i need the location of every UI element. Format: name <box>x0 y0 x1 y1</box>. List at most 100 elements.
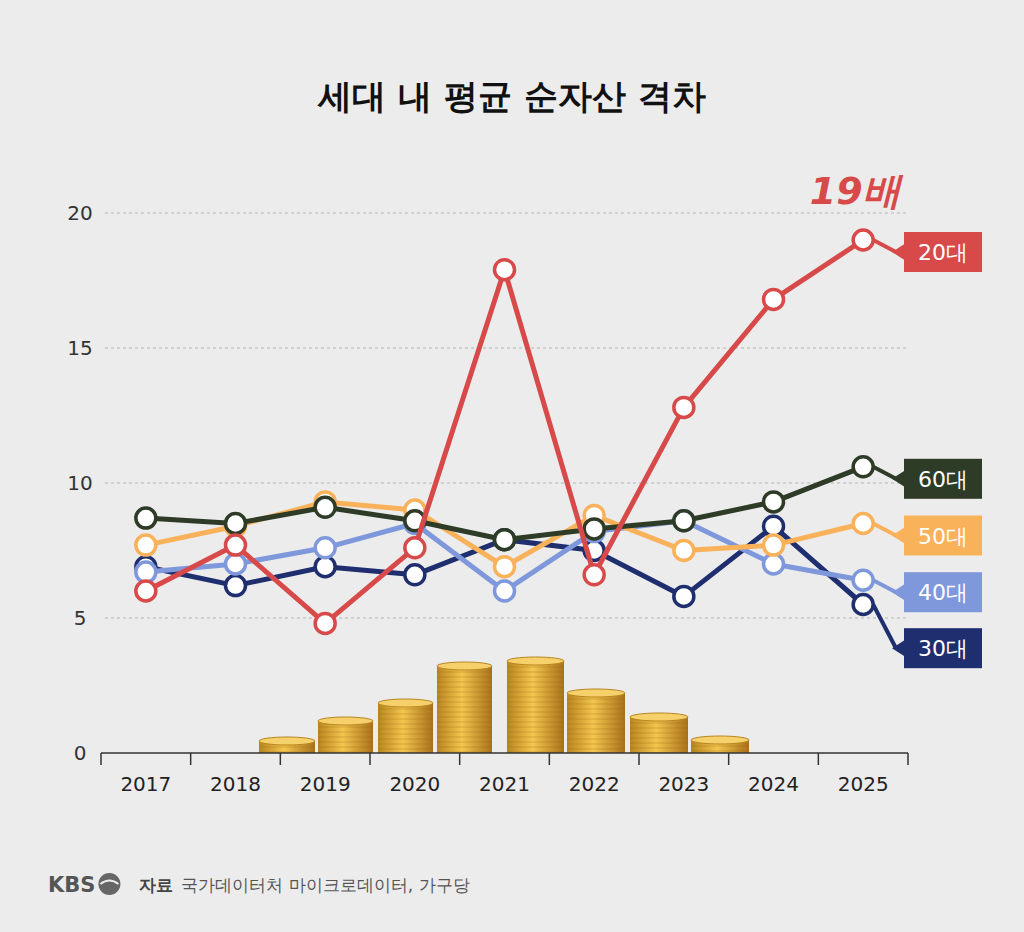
coin-edge <box>318 727 373 728</box>
y-tick-label: 20 <box>67 201 92 225</box>
coin-stack <box>378 699 433 753</box>
grid-line <box>105 618 908 619</box>
grid-line <box>105 348 908 349</box>
marker <box>853 570 873 590</box>
coin-top <box>259 737 315 745</box>
marker <box>853 230 873 250</box>
coin-edge <box>507 732 564 733</box>
coin-edge <box>630 748 688 749</box>
coin-top <box>630 713 688 721</box>
x-tick <box>459 753 461 765</box>
end-label: 30대 <box>873 605 982 669</box>
marker <box>764 492 784 512</box>
coin-top <box>507 657 564 665</box>
marker <box>315 538 335 558</box>
coin-stack <box>567 689 625 753</box>
grid-line <box>105 483 908 484</box>
coin-edge <box>507 687 564 688</box>
coin-edge <box>507 747 564 748</box>
marker <box>226 554 246 574</box>
logo-wave <box>100 881 118 885</box>
marker <box>405 538 425 558</box>
marker <box>495 581 515 601</box>
coin-edge <box>630 743 688 744</box>
x-tick-label: 2024 <box>748 772 799 796</box>
pointer <box>892 527 906 545</box>
grid-line <box>105 213 908 214</box>
marker <box>764 535 784 555</box>
x-tick <box>369 753 371 765</box>
coin-edge <box>507 702 564 703</box>
marker <box>315 613 335 633</box>
coin-edge <box>378 709 433 710</box>
marker <box>853 457 873 477</box>
label-box <box>904 232 982 272</box>
coin-edge <box>630 738 688 739</box>
x-tick <box>728 753 730 765</box>
coin-edge <box>507 742 564 743</box>
series-label: 20대 <box>918 240 968 265</box>
coin-edge <box>378 724 433 725</box>
x-tick-label: 2025 <box>838 772 889 796</box>
coin-edge <box>437 672 492 673</box>
series-line <box>146 526 863 604</box>
coin-edge <box>378 714 433 715</box>
marker <box>764 289 784 309</box>
coin-edge <box>437 717 492 718</box>
logo-mark <box>98 873 120 895</box>
x-tick-label: 2022 <box>569 772 620 796</box>
marker <box>136 508 156 528</box>
coin-edge <box>567 739 625 740</box>
end-label: 40대 <box>873 572 982 612</box>
coin-edge <box>567 699 625 700</box>
coin-body <box>318 721 373 753</box>
coin-edge <box>318 742 373 743</box>
x-tick-label: 2021 <box>479 772 530 796</box>
x-tick <box>100 753 102 765</box>
coin-edge <box>437 682 492 683</box>
coin-top <box>318 717 373 725</box>
marker <box>584 565 604 585</box>
coin-top <box>437 662 492 670</box>
coin-edge <box>437 737 492 738</box>
coin-edge <box>507 707 564 708</box>
x-tick-label: 2019 <box>300 772 351 796</box>
coin-edge <box>437 697 492 698</box>
coin-body <box>567 693 625 753</box>
marker <box>495 530 515 550</box>
coin-edge <box>567 724 625 725</box>
coin-edge <box>378 744 433 745</box>
marker <box>674 541 694 561</box>
coin-edge <box>567 734 625 735</box>
coin-stack <box>507 657 564 753</box>
coin-edge <box>437 692 492 693</box>
pointer <box>892 583 906 601</box>
marker <box>764 554 784 574</box>
coin-edge <box>567 729 625 730</box>
coin-edge <box>378 719 433 720</box>
coin-edge <box>437 677 492 678</box>
y-tick-label: 15 <box>67 336 92 360</box>
x-tick <box>907 753 909 765</box>
coin-edge <box>437 722 492 723</box>
marker <box>674 511 694 531</box>
coin-edge <box>378 749 433 750</box>
x-tick <box>549 753 551 765</box>
marker <box>226 514 246 534</box>
coin-edge <box>567 719 625 720</box>
coin-stack <box>259 737 315 753</box>
marker <box>136 581 156 601</box>
x-tick <box>818 753 820 765</box>
title: 세대 내 평균 순자산 격차 <box>317 76 705 116</box>
marker <box>495 557 515 577</box>
coin-edge <box>691 751 749 752</box>
leader <box>873 467 896 479</box>
y-tick-label: 10 <box>67 471 92 495</box>
coin-body <box>507 661 564 753</box>
marker <box>226 535 246 555</box>
x-tick <box>190 753 192 765</box>
logo: KBS <box>48 873 95 897</box>
y-tick-label: 5 <box>74 606 87 630</box>
marker <box>853 514 873 534</box>
coin-edge <box>437 687 492 688</box>
